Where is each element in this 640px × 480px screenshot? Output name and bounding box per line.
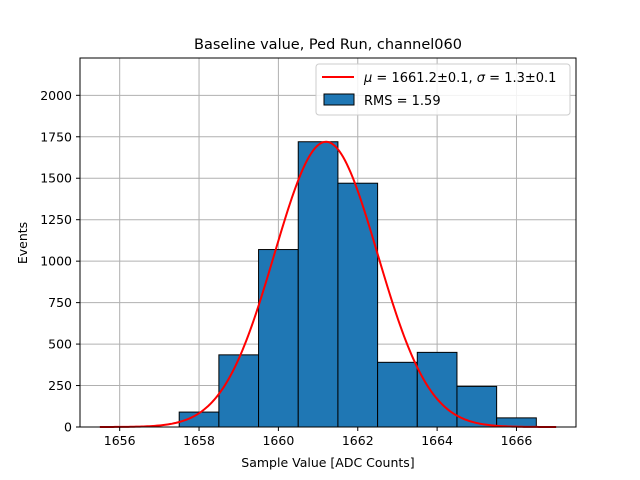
chart-title: Baseline value, Ped Run, channel060 <box>194 37 462 53</box>
x-tick-label: 1662 <box>342 433 374 448</box>
legend-histogram-label: RMS = 1.59 <box>364 94 441 109</box>
y-tick-label: 2000 <box>40 88 72 103</box>
legend-box <box>315 63 571 116</box>
y-tick-label: 1000 <box>40 254 72 269</box>
y-tick-label: 0 <box>64 420 72 435</box>
x-tick-label: 1656 <box>104 433 136 448</box>
histogram-bar <box>456 385 498 428</box>
x-axis-label: Sample Value [ADC Counts] <box>241 455 414 470</box>
legend-histogram-swatch <box>323 93 355 106</box>
plot-frame <box>79 57 577 428</box>
y-axis-ticks: 0 250 500 750 1000 1250 1500 1750 2000 <box>40 88 80 435</box>
gaussian-fit-curve <box>99 140 557 428</box>
x-axis-ticks: 1656 1658 1660 1662 1664 1666 <box>104 427 533 448</box>
histogram-bars <box>178 141 537 428</box>
histogram-bar <box>416 351 458 428</box>
x-tick-label: 1658 <box>183 433 215 448</box>
y-tick-label: 500 <box>48 337 72 352</box>
y-tick-label: 1750 <box>40 129 72 144</box>
legend: μ = 1661.2±0.1, σ = 1.3±0.1 RMS = 1.59 <box>315 63 571 116</box>
y-axis-label: Events <box>15 222 30 264</box>
x-tick-label: 1666 <box>501 433 533 448</box>
x-tick-label: 1664 <box>421 433 453 448</box>
y-tick-label: 250 <box>48 378 72 393</box>
histogram-bar <box>218 354 260 428</box>
histogram-bar <box>337 182 379 428</box>
x-tick-label: 1660 <box>262 433 294 448</box>
histogram-bar <box>377 361 418 428</box>
legend-fit-label: μ = 1661.2±0.1, σ = 1.3±0.1 <box>363 71 556 86</box>
y-tick-label: 1250 <box>40 212 72 227</box>
y-tick-label: 750 <box>48 295 72 310</box>
histogram-bar <box>258 249 299 428</box>
histogram-bar <box>297 141 339 428</box>
y-tick-label: 1500 <box>40 171 72 186</box>
